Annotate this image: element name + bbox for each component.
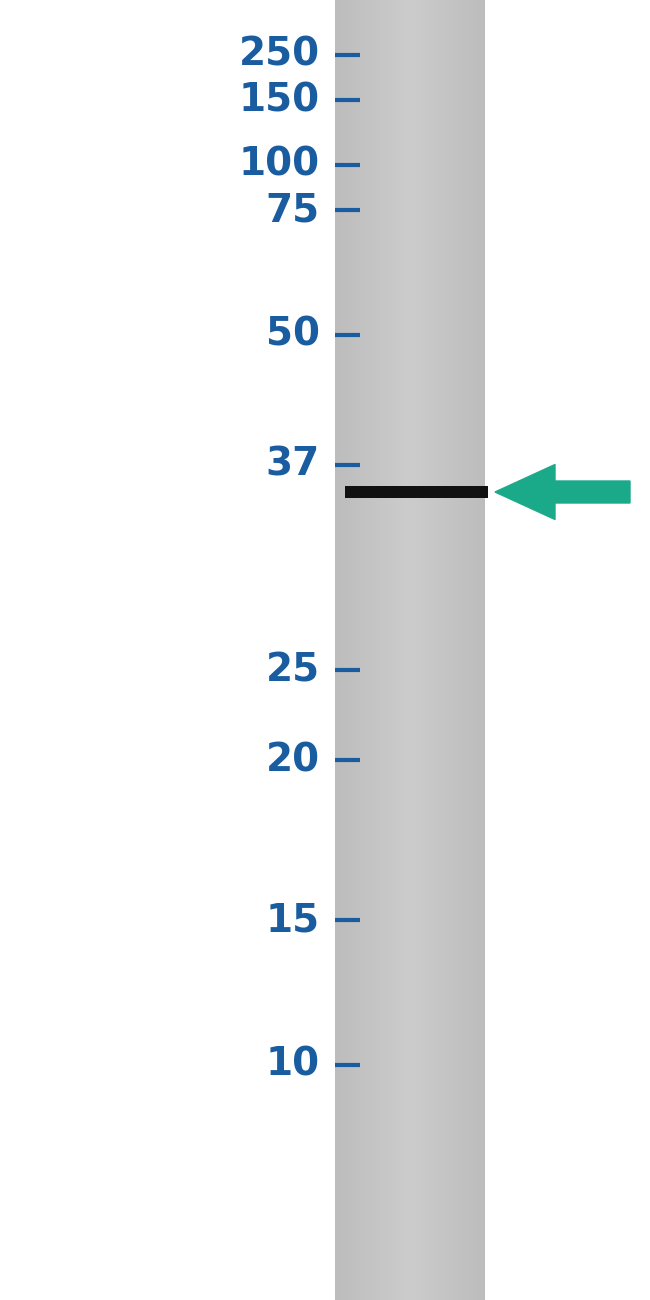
Text: 100: 100	[239, 146, 320, 185]
Text: 20: 20	[266, 741, 320, 779]
Text: 50: 50	[266, 316, 320, 354]
Text: 10: 10	[266, 1046, 320, 1084]
Text: 250: 250	[239, 36, 320, 74]
Text: 150: 150	[239, 81, 320, 120]
Text: 75: 75	[266, 191, 320, 229]
Text: 15: 15	[266, 901, 320, 939]
Bar	[345, 486, 488, 498]
Text: 25: 25	[266, 651, 320, 689]
Text: 37: 37	[266, 446, 320, 484]
FancyArrow shape	[495, 464, 630, 520]
